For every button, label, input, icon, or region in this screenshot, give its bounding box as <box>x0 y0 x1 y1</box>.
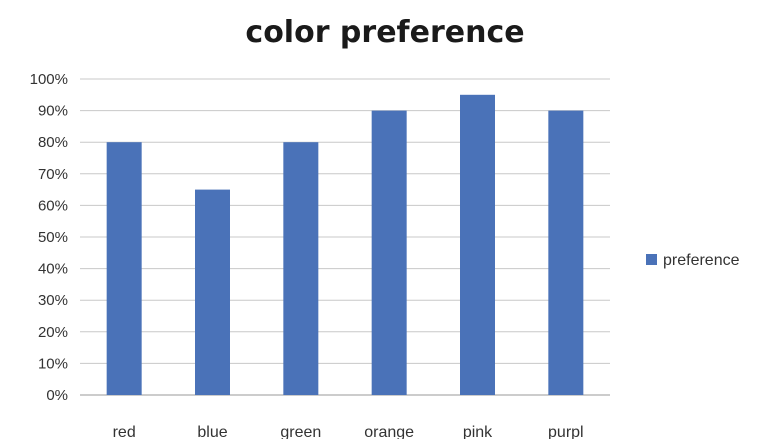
bar-series <box>106 94 584 396</box>
bar <box>195 189 230 395</box>
legend-label: preference <box>663 252 740 269</box>
legend-swatch <box>646 254 657 265</box>
legend: preference <box>646 252 740 269</box>
y-tick-label: 30% <box>38 292 68 309</box>
y-tick-label: 60% <box>38 197 68 214</box>
bar <box>106 142 142 395</box>
y-tick-label: 100% <box>30 71 68 88</box>
x-tick-label: red <box>113 424 136 439</box>
y-tick-label: 40% <box>38 261 68 278</box>
bar <box>548 110 584 395</box>
bar <box>371 110 407 395</box>
bar <box>460 94 495 396</box>
bar <box>283 142 319 395</box>
y-tick-label: 20% <box>38 324 68 341</box>
y-tick-label: 70% <box>38 166 68 183</box>
y-tick-label: 90% <box>38 103 68 120</box>
x-tick-label: purpl <box>548 424 584 439</box>
x-tick-label: pink <box>463 424 493 439</box>
grid-layer <box>80 78 610 396</box>
x-tick-label: orange <box>364 424 414 439</box>
x-axis: red blue green orange pink purpl <box>113 424 584 439</box>
y-axis: 0% 10% 20% 30% 40% 50% 60% 70% 80% 90% 100% <box>30 71 68 404</box>
x-tick-label: green <box>280 424 321 439</box>
y-tick-label: 50% <box>38 229 68 246</box>
y-tick-label: 80% <box>38 134 68 151</box>
y-tick-label: 10% <box>38 355 68 372</box>
y-tick-label: 0% <box>46 387 68 404</box>
x-tick-label: blue <box>197 424 227 439</box>
chart-title: color preference <box>245 15 524 50</box>
